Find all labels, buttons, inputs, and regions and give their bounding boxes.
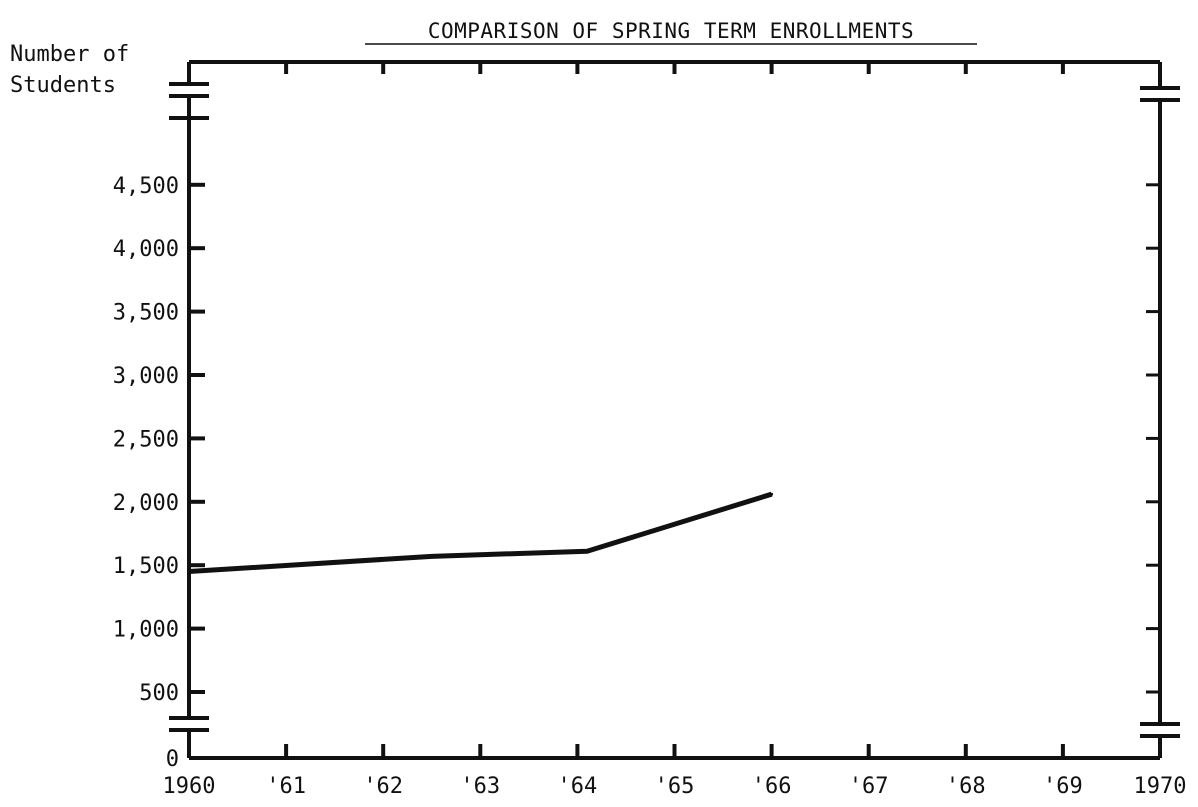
y-axis-title-line-1: Number of bbox=[10, 42, 129, 67]
y-tick-label: 1,000 bbox=[113, 618, 179, 643]
y-axis-ticks: 0 500 1,000 1,500 2,000 2,500 3,000 3,500 4,000 4… bbox=[113, 174, 1160, 772]
y-tick-label: 2,500 bbox=[113, 427, 179, 452]
y-tick-label: 4,500 bbox=[113, 174, 179, 199]
x-tick-label: 1960 bbox=[163, 774, 216, 799]
series-point bbox=[770, 492, 774, 496]
series-point bbox=[585, 549, 589, 553]
x-tick-label: '64 bbox=[558, 774, 598, 799]
y-tick-label: 4,000 bbox=[113, 237, 179, 262]
y-tick-label: 2,000 bbox=[113, 491, 179, 516]
y-tick-label: 0 bbox=[166, 747, 179, 772]
series-point bbox=[430, 554, 434, 558]
x-tick-label: '67 bbox=[849, 774, 889, 799]
chart-title: COMPARISON OF SPRING TERM ENROLLMENTS bbox=[428, 19, 914, 43]
series-point bbox=[187, 570, 191, 574]
series-line-1 bbox=[188, 491, 773, 575]
x-tick-label: '68 bbox=[946, 774, 986, 799]
x-tick-label: '63 bbox=[460, 774, 500, 799]
y-tick-label: 500 bbox=[139, 681, 179, 706]
series-group bbox=[187, 491, 774, 575]
x-tick-label: '62 bbox=[363, 774, 403, 799]
y-tick-label: 3,000 bbox=[113, 364, 179, 389]
x-tick-label: '69 bbox=[1043, 774, 1083, 799]
y-axis-title-line-2: Students bbox=[10, 73, 116, 98]
x-tick-label: '65 bbox=[655, 774, 695, 799]
plot-frame-group bbox=[187, 60, 1162, 760]
x-tick-label: '61 bbox=[266, 774, 306, 799]
axis-break-group bbox=[169, 82, 1180, 738]
y-tick-label: 1,500 bbox=[113, 554, 179, 579]
x-tick-label: '66 bbox=[752, 774, 792, 799]
x-axis-ticks: 1960 '61 '62 '63 '64 '65 '66 '67 '68 '69 1970 bbox=[163, 62, 1187, 799]
y-tick-label: 3,500 bbox=[113, 301, 179, 326]
x-tick-label: 1970 bbox=[1134, 774, 1187, 799]
